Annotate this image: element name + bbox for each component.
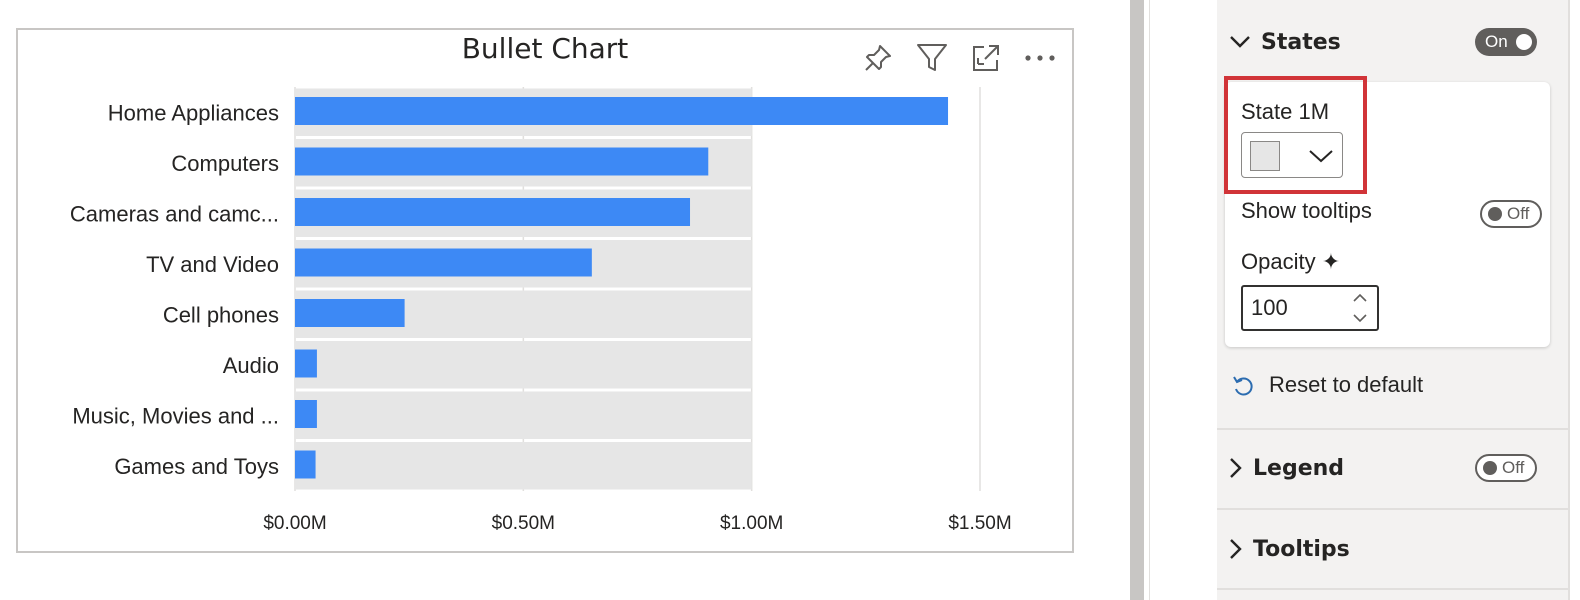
spinner-arrows-icon[interactable] [1349, 289, 1371, 327]
states-section-header[interactable]: States On [1229, 22, 1557, 62]
range-band [295, 442, 752, 490]
category-label: Computers [171, 151, 279, 176]
canvas-scrollbar[interactable] [1130, 0, 1144, 600]
x-tick-label: $1.00M [720, 513, 783, 534]
focus-mode-icon[interactable] [968, 40, 1004, 76]
bar[interactable] [295, 400, 317, 428]
range-band [295, 391, 752, 439]
states-card: State 1M Show tooltips Off Opacity ✦ [1225, 82, 1550, 347]
opacity-label: Opacity ✦ [1241, 249, 1340, 275]
states-toggle-label: On [1485, 32, 1508, 51]
category-label: Cameras and camc... [70, 201, 279, 226]
format-pane: States On State 1M Show tooltips Off Opa… [1217, 0, 1569, 600]
legend-toggle-label: Off [1502, 458, 1525, 477]
legend-title: Legend [1253, 455, 1345, 481]
pane-scrollbar[interactable] [1568, 0, 1570, 600]
visual-title: Bullet Chart [461, 32, 629, 65]
states-toggle[interactable]: On [1475, 28, 1537, 56]
reset-to-default-button[interactable]: Reset to default [1231, 372, 1423, 398]
tooltips-section-header[interactable]: Tooltips [1229, 529, 1557, 569]
show-tooltips-toggle-label: Off [1507, 204, 1530, 223]
toggle-knob [1483, 461, 1497, 475]
bar[interactable] [295, 349, 317, 378]
opacity-label-text: Opacity [1241, 249, 1316, 274]
section-divider [1217, 508, 1569, 510]
toggle-knob [1516, 34, 1532, 50]
bar[interactable] [295, 198, 691, 226]
state-color-picker[interactable] [1241, 132, 1343, 178]
category-label: TV and Video [146, 252, 279, 277]
chevron-right-icon [1230, 458, 1242, 478]
tooltips-title: Tooltips [1253, 536, 1350, 562]
opacity-value-input[interactable] [1251, 293, 1341, 323]
section-divider [1217, 588, 1569, 590]
section-divider [1217, 428, 1569, 430]
category-label: Home Appliances [108, 100, 279, 125]
chevron-down-icon [1230, 36, 1250, 48]
chevron-down-icon [1309, 150, 1333, 163]
opacity-spin-input[interactable] [1241, 285, 1379, 331]
category-label: Games and Toys [114, 454, 279, 479]
pin-icon[interactable] [860, 40, 896, 76]
chevron-right-icon [1230, 539, 1242, 559]
state-item-label: State 1M [1241, 99, 1330, 124]
range-band [295, 341, 752, 389]
highlight-box [1224, 76, 1367, 194]
reset-label: Reset to default [1269, 372, 1424, 397]
toggle-knob [1488, 207, 1502, 221]
x-tick-label: $0.00M [263, 513, 326, 534]
show-tooltips-toggle[interactable]: Off [1480, 200, 1542, 228]
visual-header-toolbar [860, 40, 1058, 76]
show-tooltips-label: Show tooltips [1241, 198, 1372, 223]
pane-divider [1149, 0, 1150, 600]
legend-toggle[interactable]: Off [1475, 454, 1537, 482]
x-tick-label: $1.50M [948, 513, 1011, 534]
states-title: States [1261, 29, 1341, 55]
x-tick-label: $0.50M [492, 513, 555, 534]
bar[interactable] [295, 450, 316, 479]
bar[interactable] [295, 299, 405, 327]
category-label: Audio [223, 353, 279, 378]
bar[interactable] [295, 97, 949, 125]
chart-canvas: Home Appliances Computers Cameras and camc… [70, 87, 1012, 534]
more-options-icon[interactable] [1022, 40, 1058, 76]
bar[interactable] [295, 147, 709, 176]
color-swatch [1250, 141, 1280, 171]
filter-icon[interactable] [914, 40, 950, 76]
bar[interactable] [295, 248, 592, 277]
bullet-chart-visual[interactable]: Home Appliances Computers Cameras and camc… [16, 28, 1074, 553]
category-label: Cell phones [163, 302, 279, 327]
legend-section-header[interactable]: Legend Off [1229, 448, 1557, 488]
category-label: Music, Movies and ... [72, 403, 279, 428]
sparkle-icon: ✦ [1321, 249, 1341, 274]
reset-icon [1233, 376, 1253, 396]
